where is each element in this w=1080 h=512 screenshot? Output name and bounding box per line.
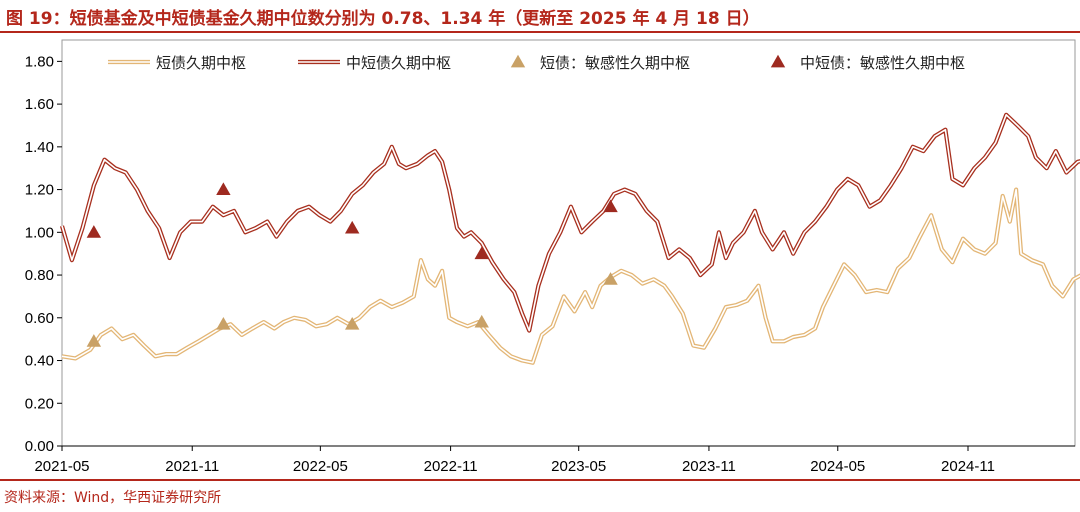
legend: 短债久期中枢 中短债久期中枢 短债：敏感性久期中枢 中短债：敏感性久期中枢 [108, 54, 965, 72]
data-marker [474, 314, 489, 328]
x-tick-label: 2024-05 [810, 458, 865, 475]
legend-item: 短债：敏感性久期中枢 [510, 54, 690, 72]
series-line-core [61, 114, 1080, 332]
plot-frame [61, 39, 1076, 447]
legend-marker-swatch [770, 54, 786, 68]
legend-item: 短债久期中枢 [108, 54, 246, 72]
y-tick-label: 1.20 [25, 182, 54, 199]
data-marker [603, 199, 618, 213]
data-marker [216, 182, 231, 195]
axes: 0.00 0.20 0.40 0.60 0.80 1.00 1.20 1.40 1.60 1.80… [25, 39, 1076, 475]
data-marker [345, 317, 360, 330]
y-tick-label: 0.00 [25, 438, 54, 455]
legend-item: 中短债：敏感性久期中枢 [770, 54, 965, 72]
y-tick-label: 0.80 [25, 267, 54, 284]
legend-label: 短债久期中枢 [156, 54, 246, 72]
y-tick-label: 0.40 [25, 353, 54, 370]
y-tick-label: 0.20 [25, 395, 54, 412]
y-tick-label: 0.60 [25, 310, 54, 327]
y-tick-label: 1.00 [25, 224, 54, 241]
data-marker [603, 272, 618, 285]
x-tick-label: 2023-11 [682, 458, 736, 475]
legend-marker-swatch [510, 54, 526, 68]
legend-label: 中短债：敏感性久期中枢 [800, 54, 965, 72]
x-tick-label: 2021-05 [34, 458, 89, 475]
title-rule [0, 31, 1080, 33]
x-tick-label: 2023-05 [551, 458, 606, 475]
legend-item: 中短债久期中枢 [298, 54, 451, 72]
series-line [59, 112, 1080, 333]
data-marker [86, 334, 102, 347]
series-line-core [61, 188, 1080, 364]
x-tick-label: 2022-11 [424, 458, 478, 475]
series-line-outer [61, 187, 1080, 365]
data-marker [216, 317, 231, 330]
x-tick-label: 2024-11 [941, 458, 995, 475]
series-lines [59, 112, 1080, 365]
y-tick-label: 1.80 [25, 53, 54, 70]
x-tick-label: 2022-05 [293, 458, 348, 475]
source-note: 资料来源：Wind，华西证券研究所 [4, 490, 222, 506]
series-markers [86, 182, 618, 347]
data-marker [86, 225, 102, 238]
y-tick-label: 1.60 [25, 96, 54, 113]
figure-title: 图 19：短债基金及中短债基金久期中位数分别为 0.78、1.34 年（更新至 … [6, 9, 760, 29]
y-tick-label: 1.40 [25, 139, 54, 156]
data-marker [345, 220, 360, 234]
data-marker [474, 246, 489, 260]
series-line [61, 187, 1080, 365]
footer-rule [0, 479, 1080, 481]
legend-label: 短债：敏感性久期中枢 [540, 54, 690, 72]
legend-label: 中短债久期中枢 [346, 54, 451, 72]
x-tick-label: 2021-11 [165, 458, 219, 475]
